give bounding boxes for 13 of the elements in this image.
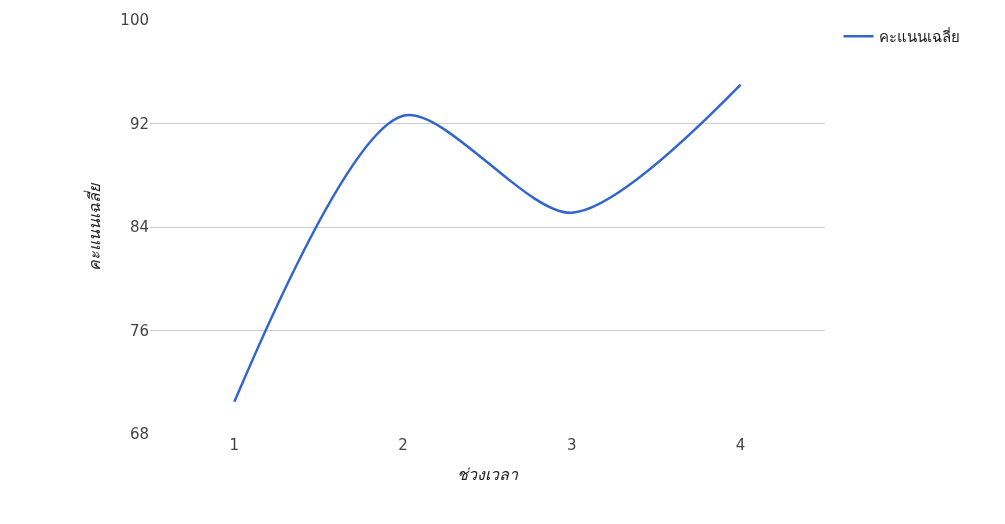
line-series <box>233 83 742 403</box>
y-tick-label: 68 <box>129 425 149 444</box>
x-tick-label: 3 <box>567 436 577 454</box>
y-tick-label: 100 <box>120 11 149 30</box>
y-axis-title: คะแนนเฉลี่ย <box>83 181 105 271</box>
x-tick-label: 1 <box>229 436 240 454</box>
y-tick-label: 92 <box>129 114 149 133</box>
y-tick-label: 84 <box>129 218 149 237</box>
legend-label: คะแนนเฉลี่ย <box>878 26 960 47</box>
x-tick-label: 4 <box>735 436 746 454</box>
x-tick-label: 2 <box>398 436 408 454</box>
x-axis-title: ช่วงเวลา <box>457 464 519 484</box>
y-tick-label: 76 <box>129 321 149 340</box>
